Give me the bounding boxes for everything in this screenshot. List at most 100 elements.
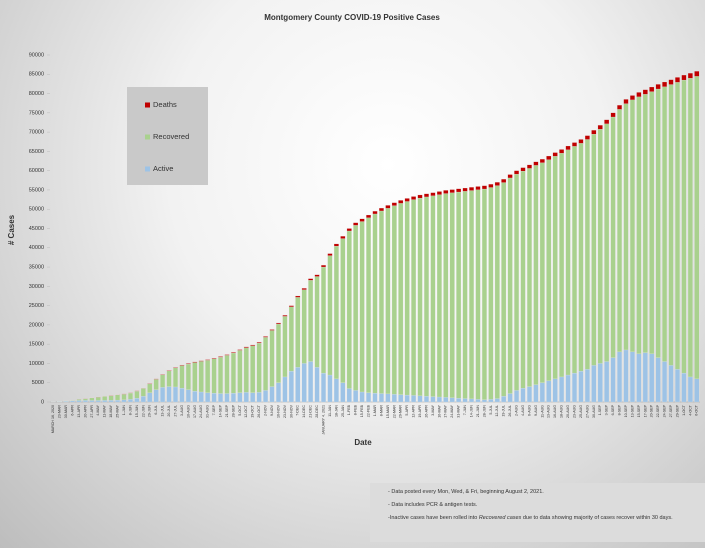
bar-segment [501,182,507,397]
x-tick-label: 6-OCT [695,404,699,416]
x-tick-label: 15-JUN [135,405,139,418]
bar-segment [630,95,635,100]
bar-segment [552,152,558,157]
bar-segment [507,174,513,179]
bar-segment [481,185,487,190]
bar-segment [391,205,397,395]
x-tick-label: 25-MAY [116,404,120,417]
bar-segment [321,372,326,403]
x-tick-label: 9-NOV [270,404,274,416]
x-tick-label: 10-MAY [437,404,441,417]
bar-segment [649,91,655,354]
legend-swatch [145,102,150,108]
x-tick-label: 27-APR [90,405,94,418]
bar-segment [443,190,449,194]
x-tick-label: 5-JUL [489,405,493,415]
bar-segment [610,116,616,358]
x-tick-label: 16-NOV [276,404,280,418]
bar-segment [108,400,114,403]
bar-segment [411,199,417,396]
x-tick-label: 21-SEP [225,404,229,417]
bar-segment [417,197,423,396]
bar-segment [527,168,532,387]
x-tick-label: 13-SEP [630,404,634,417]
bar-segment [263,337,269,391]
x-tick-label: 2-NOV [264,404,268,416]
x-tick-label: 10-SEP [624,404,628,417]
bar-segment [617,109,622,352]
bar-segment [462,187,468,192]
bar-segment [449,192,455,398]
bar-segment [687,78,693,378]
bar-segment [340,382,346,403]
bar-segment [559,149,565,154]
bar-segment [507,177,513,394]
bar-segment [385,393,391,403]
x-tick-label: 7-JUN [463,405,467,416]
bar-segment [681,79,687,374]
bar-segment [469,187,474,191]
bar-segment [662,361,668,403]
bar-segment [346,388,352,403]
x-tick-label: 6-APR [70,405,74,416]
bar-segment [597,125,603,130]
bar-segment [224,354,230,356]
bar-segment [694,378,700,403]
x-tick-label: 31-AUG [206,405,210,418]
y-tick-label: 5000 [32,380,44,386]
bar-segment [160,374,166,388]
bar-segment [430,195,436,397]
bar-segment [153,379,159,390]
bar-segment [121,394,127,400]
bar-segment [372,213,378,394]
bar-segment [321,266,326,374]
y-tick-label: 20000 [29,322,44,328]
bar-segment [321,265,326,268]
note-text: -Inactive cases have been rolled into [388,515,479,521]
bar-segment [623,349,629,403]
bar-segment [237,349,243,351]
bar-segment [546,155,552,160]
bar-segment [488,399,494,403]
bar-segment [256,342,262,344]
x-tick-label: 20-SEP [650,404,654,417]
bar-segment [533,165,539,385]
bar-segment [462,398,468,403]
bar-segment [687,73,693,79]
x-tick-label: 8-FEB [354,404,358,415]
x-tick-label: 9-AUG [534,405,538,416]
bar-segment [572,142,577,147]
bar-segment [584,135,590,140]
x-tick-label: 12-JUL [495,405,499,417]
bar-segment [597,129,603,364]
bar-segment [475,189,481,400]
x-tick-label: 14-SEP [218,404,222,417]
x-tick-label: 4-MAY [96,404,100,415]
bar-segment [269,329,275,331]
bar-segment [76,400,82,403]
bar-segment [636,92,642,97]
bar-segment [514,170,520,175]
x-tick-label: 8-JUN [128,405,132,416]
bar-segment [250,345,256,393]
bar-segment [211,358,217,394]
bar-segment [263,390,269,403]
bar-segment [456,188,462,193]
bar-segment [385,205,391,209]
bar-segment [301,288,307,290]
bar-segment [449,397,455,403]
x-tick-label: 27-JUL [173,405,177,417]
notes-box: - Data posted every Mon, Wed, & Fri, beg… [370,483,705,542]
bar-segment [597,363,603,403]
bar-segment [655,357,661,403]
bar-segment [314,274,320,277]
bar-segment [385,208,391,395]
bar-segment [230,352,236,394]
y-axis-title: # Cases [7,214,16,245]
x-tick-label: 17-SEP [643,404,647,417]
bar-segment [591,134,597,366]
x-tick-label: 27-SEP [669,404,673,417]
bar-segment [675,77,680,83]
bar-segment [546,159,552,381]
bar-segment [205,360,211,393]
